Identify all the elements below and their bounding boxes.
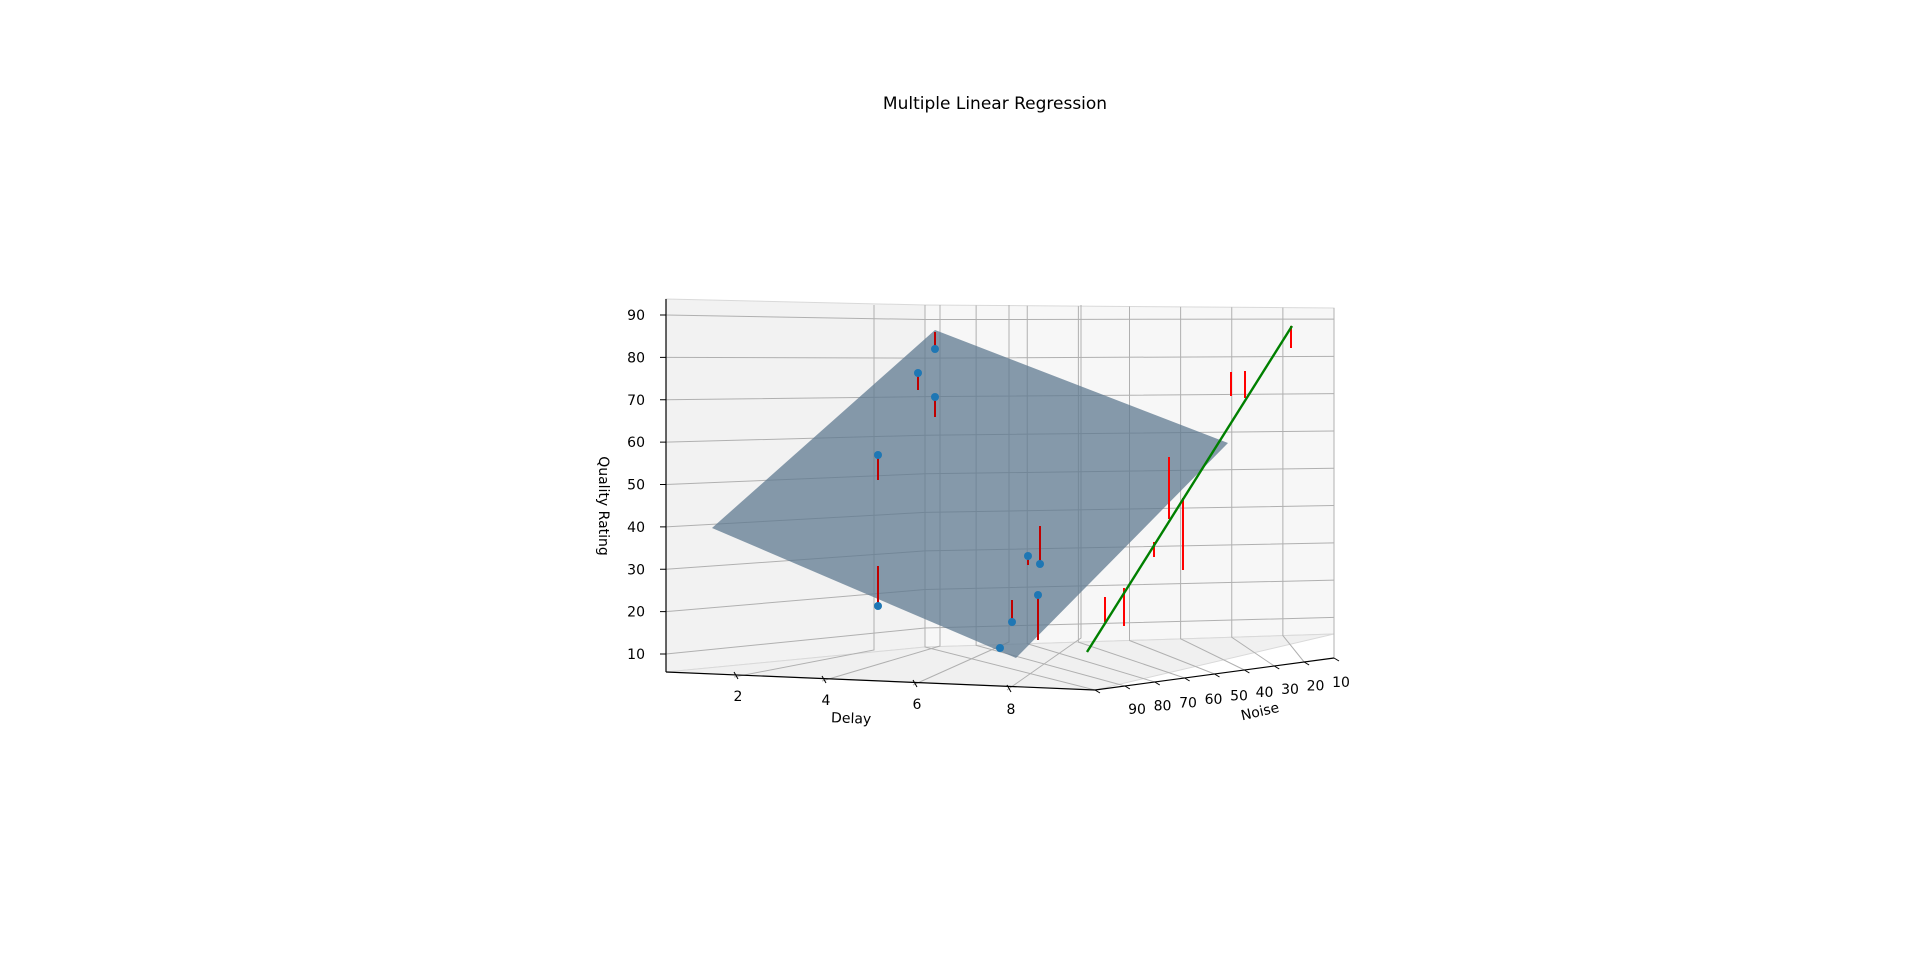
data-point	[1024, 552, 1032, 560]
z-tick-label: 70	[627, 393, 645, 409]
y-tick-label: 10	[1332, 675, 1350, 691]
y-grid-line	[1231, 307, 1275, 667]
z-tick-label: 10	[627, 647, 645, 663]
x-tick	[733, 671, 739, 680]
x-tick-labels: 2 4 6 8	[734, 689, 1016, 718]
data-point	[1008, 618, 1016, 626]
x-tick	[821, 675, 827, 684]
data-point	[874, 451, 882, 459]
z-tick-label: 40	[627, 520, 645, 536]
x-tick-label: 6	[913, 697, 922, 713]
z-tick-label: 80	[627, 350, 645, 366]
y-tick	[1124, 685, 1131, 690]
y-tick-label: 40	[1256, 685, 1274, 701]
y-tick	[1273, 665, 1280, 670]
z-axis-title: Quality Rating	[595, 456, 611, 556]
data-point	[1036, 560, 1044, 568]
x-axis-line	[665, 671, 1096, 691]
y-tick-label: 30	[1281, 682, 1299, 698]
x-tick	[912, 679, 918, 688]
z-tick-labels: 10 20 30 40 50 60 70 80 90	[627, 308, 645, 663]
y-tick-label: 60	[1205, 692, 1223, 708]
z-tick-label: 50	[627, 478, 645, 494]
y-tick-label: 90	[1128, 702, 1146, 718]
data-point	[1034, 591, 1042, 599]
y-tick-labels: 10 20 30 40 50 60 70 80 90	[1128, 675, 1350, 718]
y-tick	[1303, 661, 1310, 666]
y-tick	[1214, 673, 1220, 678]
y-tick	[1154, 681, 1161, 686]
regression-plane	[712, 330, 1228, 658]
y-tick-label: 80	[1154, 699, 1172, 715]
y-tick	[1333, 657, 1340, 662]
data-point	[874, 602, 882, 610]
data-point	[931, 345, 939, 353]
x-tick-label: 4	[822, 693, 831, 709]
chart-title: Multiple Linear Regression	[883, 94, 1107, 114]
y-tick	[1184, 677, 1190, 682]
z-tick-label: 60	[627, 435, 645, 451]
data-points	[874, 345, 1044, 652]
z-tick-label: 20	[627, 605, 645, 621]
projected-fit-line	[1085, 325, 1294, 653]
y-tick	[1094, 689, 1101, 694]
y-tick	[1244, 669, 1250, 674]
y-tick-label: 20	[1307, 678, 1325, 694]
data-point	[996, 644, 1004, 652]
x-tick-label: 2	[734, 689, 743, 705]
x-tick-label: 8	[1007, 702, 1016, 718]
data-point	[914, 369, 922, 377]
y-tick-label: 70	[1179, 695, 1197, 711]
y-grid-line	[1180, 306, 1245, 671]
x-axis-title: Delay	[831, 710, 872, 727]
z-tick-label: 90	[627, 308, 645, 324]
z-tick-label: 30	[627, 562, 645, 578]
y-tick-label: 50	[1230, 689, 1248, 705]
data-point	[931, 393, 939, 401]
y-grid-line	[1282, 307, 1305, 663]
tick-marks	[660, 314, 1340, 694]
x-tick	[1006, 684, 1012, 693]
